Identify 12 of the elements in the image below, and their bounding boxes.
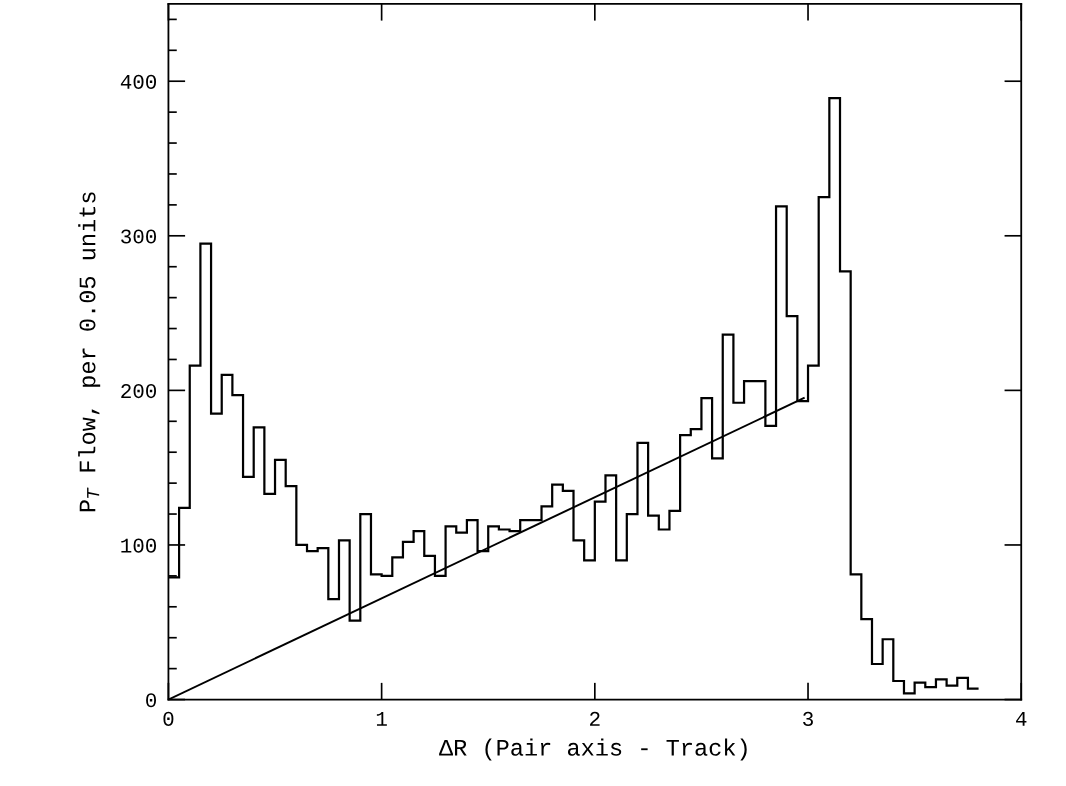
x-tick-label: 1: [376, 712, 387, 726]
y-tick-label: 300: [121, 229, 157, 244]
x-tick-label: 3: [803, 711, 813, 726]
x-axis-title: ΔR (Pair axis - Track): [439, 738, 747, 761]
x-tick-label: 4: [1016, 712, 1027, 726]
y-tick-label: 200: [121, 383, 157, 399]
y-tick-label: 0: [146, 693, 157, 708]
y-axis-title: P$_{T}$ Flow, per 0.05 units: [78, 192, 101, 512]
x-tick-label: 2: [590, 711, 600, 726]
y-tick-label: 100: [121, 538, 157, 553]
y-tick-label: 400: [120, 74, 157, 89]
x-tick-label: 0: [163, 711, 174, 726]
